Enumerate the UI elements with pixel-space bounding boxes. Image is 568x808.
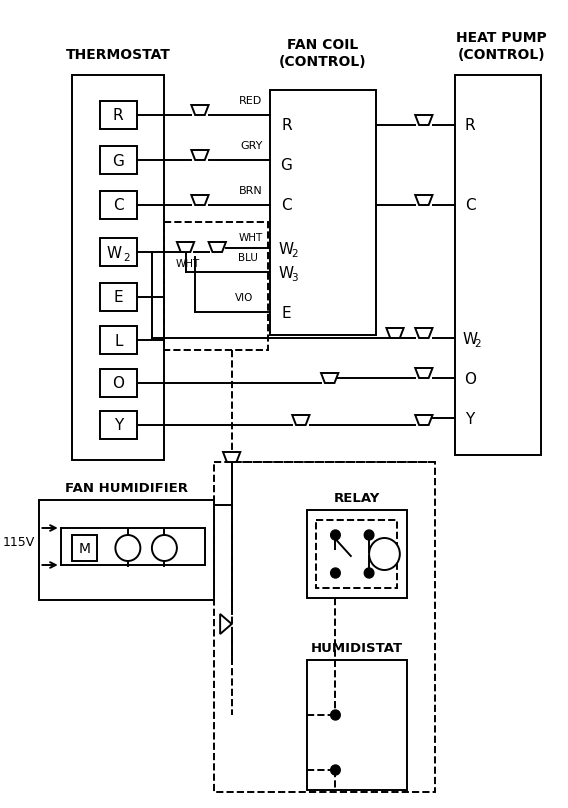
Polygon shape xyxy=(415,328,432,338)
Polygon shape xyxy=(415,115,432,125)
Text: C: C xyxy=(465,199,475,213)
Text: W: W xyxy=(107,246,122,260)
Bar xyxy=(100,369,136,397)
Text: R: R xyxy=(281,119,292,133)
Circle shape xyxy=(115,535,140,561)
Bar xyxy=(100,146,136,174)
Text: L: L xyxy=(114,334,123,348)
Text: BRN: BRN xyxy=(239,186,262,196)
Polygon shape xyxy=(415,368,432,378)
Text: FAN COIL: FAN COIL xyxy=(287,38,358,52)
Text: HUMIDISTAT: HUMIDISTAT xyxy=(311,642,403,654)
Text: E: E xyxy=(282,305,291,321)
Text: (CONTROL): (CONTROL) xyxy=(279,55,367,69)
Bar xyxy=(100,101,136,129)
Text: W: W xyxy=(462,331,478,347)
Circle shape xyxy=(364,530,374,540)
Bar xyxy=(164,222,268,350)
Circle shape xyxy=(364,568,374,578)
Text: C: C xyxy=(281,199,292,213)
Text: 2: 2 xyxy=(124,253,130,263)
Text: 2: 2 xyxy=(291,249,298,259)
Bar xyxy=(214,462,436,792)
Polygon shape xyxy=(292,415,310,425)
Circle shape xyxy=(331,530,340,540)
Text: 115V: 115V xyxy=(2,536,35,549)
Polygon shape xyxy=(415,195,432,205)
Text: THERMOSTAT: THERMOSTAT xyxy=(66,48,171,62)
Bar xyxy=(72,75,164,460)
Circle shape xyxy=(331,568,340,578)
Text: G: G xyxy=(112,154,124,169)
Polygon shape xyxy=(191,195,208,205)
Text: RELAY: RELAY xyxy=(333,491,380,504)
Text: R: R xyxy=(113,108,124,124)
Text: GRY: GRY xyxy=(240,141,262,151)
Text: W: W xyxy=(279,242,294,256)
Bar xyxy=(307,510,407,598)
Text: O: O xyxy=(112,377,124,392)
Text: VIO: VIO xyxy=(235,293,253,303)
Polygon shape xyxy=(223,452,240,462)
Polygon shape xyxy=(415,415,432,425)
Text: FAN HUMIDIFIER: FAN HUMIDIFIER xyxy=(65,482,189,494)
Circle shape xyxy=(369,538,400,570)
Polygon shape xyxy=(191,105,208,115)
Text: W: W xyxy=(279,266,294,280)
Polygon shape xyxy=(220,614,232,634)
Polygon shape xyxy=(321,373,339,383)
Text: (CONTROL): (CONTROL) xyxy=(458,48,545,62)
Text: BLU: BLU xyxy=(239,253,258,263)
Circle shape xyxy=(152,535,177,561)
Bar xyxy=(100,283,136,311)
Polygon shape xyxy=(386,328,404,338)
Bar xyxy=(100,326,136,354)
Bar xyxy=(100,238,136,266)
Bar xyxy=(39,500,214,600)
Text: WHT: WHT xyxy=(176,259,199,269)
Circle shape xyxy=(331,710,340,720)
Bar xyxy=(100,191,136,219)
Polygon shape xyxy=(191,150,208,160)
Text: O: O xyxy=(464,372,476,386)
Text: C: C xyxy=(113,199,124,213)
Text: Y: Y xyxy=(465,411,475,427)
Polygon shape xyxy=(208,242,226,252)
Bar xyxy=(316,520,397,588)
Polygon shape xyxy=(177,242,194,252)
Bar xyxy=(100,411,136,439)
Text: R: R xyxy=(465,119,475,133)
Text: RED: RED xyxy=(239,96,262,106)
Text: 3: 3 xyxy=(291,273,298,283)
Text: Y: Y xyxy=(114,419,123,434)
Bar xyxy=(307,660,407,790)
Bar xyxy=(72,535,97,561)
Text: G: G xyxy=(281,158,293,174)
Text: 2: 2 xyxy=(474,339,481,349)
Text: M: M xyxy=(78,542,91,556)
Circle shape xyxy=(331,765,340,775)
Bar xyxy=(270,90,376,335)
Bar xyxy=(454,75,541,455)
Text: WHT: WHT xyxy=(239,233,262,243)
Text: E: E xyxy=(114,291,123,305)
Text: HEAT PUMP: HEAT PUMP xyxy=(456,31,547,45)
